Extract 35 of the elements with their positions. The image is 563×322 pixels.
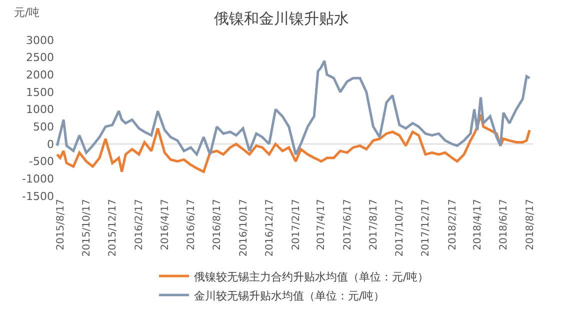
x-tick-label: 2016/2/17 xyxy=(134,199,146,250)
y-axis-title: 元/吨 xyxy=(14,6,40,19)
y-tick-label: -1500 xyxy=(22,190,54,203)
line-series xyxy=(56,113,531,173)
y-tick-label: 1500 xyxy=(26,86,54,99)
y-tick-label: 2500 xyxy=(26,51,54,64)
x-tick-label: 2017/4/17 xyxy=(316,199,328,250)
chart-title: 俄镍和金川镍升贴水 xyxy=(214,9,349,28)
legend-label: 金川较无锡升贴水均值（单位：元/吨） xyxy=(194,289,385,302)
x-tick-label: 2015/10/17 xyxy=(82,199,93,257)
x-tick-label: 2016/12/17 xyxy=(264,199,276,257)
y-tick-label: -1000 xyxy=(22,172,54,186)
x-tick-label: 2018/6/17 xyxy=(498,199,510,250)
x-tick-label: 2016/10/17 xyxy=(238,199,250,257)
x-tick-label: 2016/4/17 xyxy=(160,199,171,250)
x-tick-label: 2018/8/17 xyxy=(524,199,536,250)
line-series xyxy=(56,60,531,156)
y-tick-label: -500 xyxy=(29,155,54,168)
x-tick-label: 2017/12/17 xyxy=(420,199,432,257)
x-tick-label: 2017/6/17 xyxy=(342,199,354,250)
x-tick-label: 2016/6/17 xyxy=(186,199,198,250)
x-tick-label: 2018/2/17 xyxy=(447,199,458,250)
x-tick-label: 2017/10/17 xyxy=(394,199,406,257)
x-tick-label: 2016/8/17 xyxy=(212,199,224,250)
y-tick-label: 1000 xyxy=(26,103,54,116)
y-tick-label: 500 xyxy=(33,120,54,134)
legend-label: 俄镍较无锡主力合约升贴水均值（单位：元/吨） xyxy=(194,270,429,284)
y-tick-label: 0 xyxy=(47,138,54,151)
x-tick-label: 2017/2/17 xyxy=(290,199,302,250)
y-tick-label: 3000 xyxy=(26,34,54,47)
x-tick-label: 2017/8/17 xyxy=(368,199,380,250)
x-tick-label: 2015/12/17 xyxy=(108,199,119,257)
x-tick-label: 2018/4/17 xyxy=(472,199,484,250)
x-tick-label: 2015/8/17 xyxy=(55,199,66,250)
y-tick-label: 2000 xyxy=(26,68,54,82)
